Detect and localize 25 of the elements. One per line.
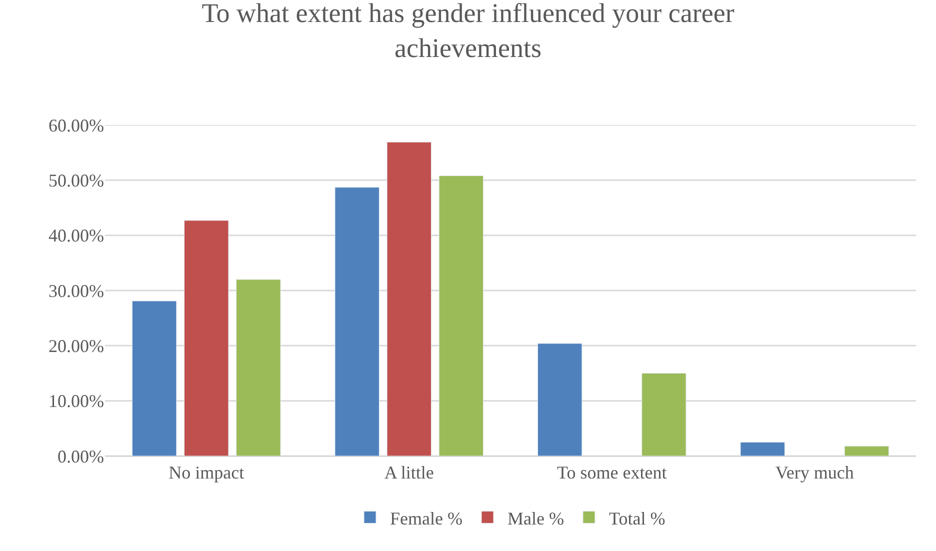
y-tick-label: 20.00% (48, 336, 104, 356)
x-tick-label: Very much (775, 462, 854, 483)
y-tick-label: 0.00% (58, 446, 104, 466)
y-tick-label: 60.00% (48, 115, 104, 136)
bar (386, 142, 432, 456)
bar (537, 343, 582, 456)
bar (740, 442, 785, 456)
legend-label: Total % (608, 508, 666, 528)
legend-label: Male % (507, 508, 564, 528)
bar (844, 446, 890, 456)
legend-label: Female % (390, 508, 462, 528)
bar (236, 279, 281, 456)
x-tick-label: A little (384, 462, 434, 483)
y-tick-label: 30.00% (48, 280, 104, 301)
chart-title: To what extent has gender influenced your career achievements (202, 0, 734, 64)
bar (334, 187, 380, 456)
y-tick-label: 40.00% (48, 226, 104, 246)
y-tick-label: 50.00% (48, 170, 104, 190)
bar (132, 300, 177, 456)
x-tick-label: To some extent (557, 462, 667, 483)
x-tick-label: No impact (168, 462, 244, 483)
bar (438, 176, 484, 456)
bar (642, 373, 686, 456)
y-tick-label: 10.00% (48, 391, 104, 412)
bar (184, 220, 229, 456)
